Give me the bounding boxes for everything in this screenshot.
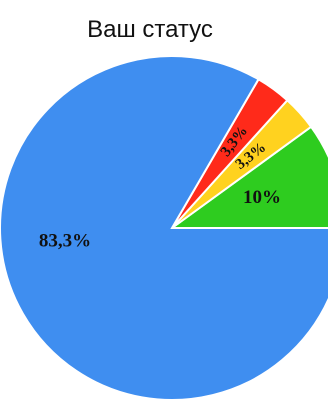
slice-label: 10% [243, 187, 281, 208]
slice-label: 83,3% [39, 230, 91, 251]
pie-slice [168, 125, 328, 229]
pie-slice [0, 55, 328, 401]
chart-title: Ваш статус [87, 16, 213, 43]
